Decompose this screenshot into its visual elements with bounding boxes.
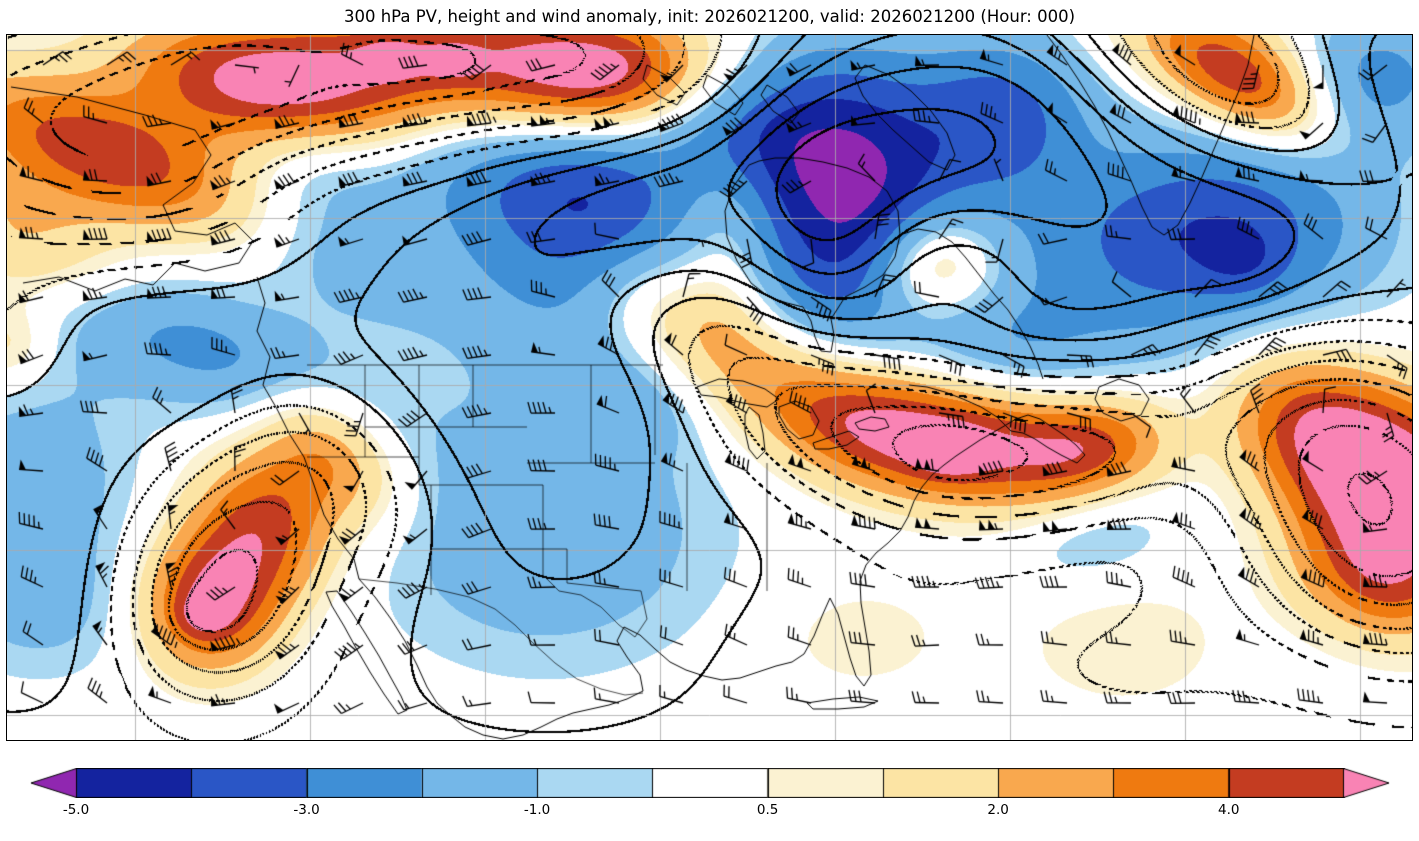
colorbar-tick-label: 2.0 xyxy=(987,802,1009,818)
colorbar xyxy=(30,768,1390,798)
map-plot-area xyxy=(6,34,1413,741)
colorbar-canvas xyxy=(30,768,1390,798)
chart-title: 300 hPa PV, height and wind anomaly, ini… xyxy=(343,7,1076,26)
anomaly-map-canvas xyxy=(7,35,1412,740)
colorbar-tick-labels: -5.0 -3.0 -1.0 0.5 2.0 4.0 xyxy=(30,802,1390,822)
colorbar-tick-label: -1.0 xyxy=(523,802,551,818)
colorbar-tick-label: -5.0 xyxy=(62,802,90,818)
colorbar-tick-label: -3.0 xyxy=(293,802,320,818)
colorbar-tick-label: 0.5 xyxy=(756,802,779,818)
colorbar-tick-label: 4.0 xyxy=(1217,802,1240,818)
